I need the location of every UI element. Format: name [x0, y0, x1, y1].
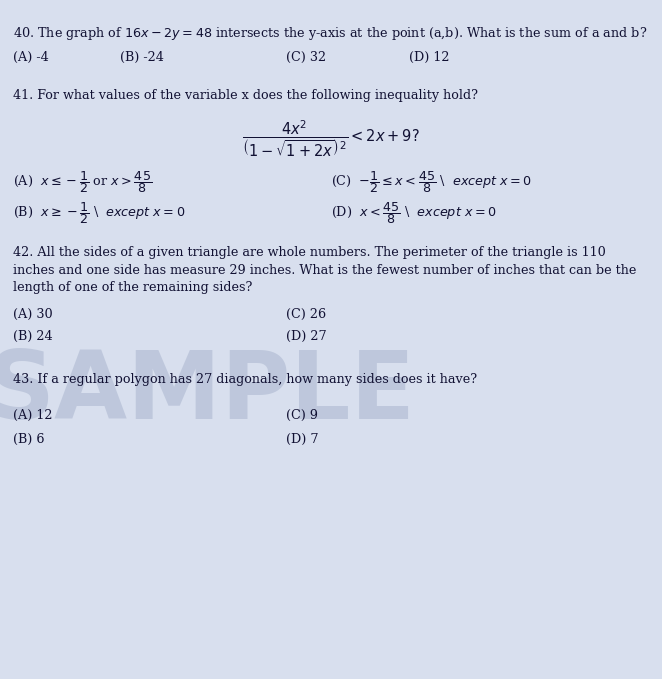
Text: SAMPLE: SAMPLE [0, 347, 416, 439]
Text: (D) 27: (D) 27 [285, 329, 326, 342]
Text: 42. All the sides of a given triangle are whole numbers. The perimeter of the tr: 42. All the sides of a given triangle ar… [13, 246, 636, 294]
Text: (C) 9: (C) 9 [285, 409, 318, 422]
Text: $\dfrac{4x^2}{\left(1-\sqrt{1+2x}\right)^2} < 2x+9?$: $\dfrac{4x^2}{\left(1-\sqrt{1+2x}\right)… [242, 119, 420, 159]
Text: (A) 30: (A) 30 [13, 308, 53, 320]
Text: (D)  $x < \dfrac{45}{8}$ \  $\mathit{except}\ x = 0$: (D) $x < \dfrac{45}{8}$ \ $\mathit{excep… [331, 200, 496, 225]
Text: (A) 12: (A) 12 [13, 409, 52, 422]
Text: 40. The graph of $16x - 2y = 48$ intersects the y-axis at the point (a,b). What : 40. The graph of $16x - 2y = 48$ interse… [13, 25, 647, 42]
Text: (C) 26: (C) 26 [285, 308, 326, 320]
Text: (C)  $-\dfrac{1}{2} \leq x < \dfrac{45}{8}$ \  $\mathit{except}\ x = 0$: (C) $-\dfrac{1}{2} \leq x < \dfrac{45}{8… [331, 169, 532, 195]
Text: (C) 32: (C) 32 [285, 52, 326, 65]
Text: (A) -4: (A) -4 [13, 52, 49, 65]
Text: (B) -24: (B) -24 [120, 52, 164, 65]
Text: (A)  $x \leq -\dfrac{1}{2}$ or $x > \dfrac{45}{8}$: (A) $x \leq -\dfrac{1}{2}$ or $x > \dfra… [13, 169, 152, 195]
Text: 43. If a regular polygon has 27 diagonals, how many sides does it have?: 43. If a regular polygon has 27 diagonal… [13, 373, 477, 386]
Text: (B) 6: (B) 6 [13, 433, 44, 445]
Text: (D) 7: (D) 7 [285, 433, 318, 445]
Text: (D) 12: (D) 12 [409, 52, 449, 65]
Text: (B)  $x \geq -\dfrac{1}{2}$ \  $\mathit{except}\ x = 0$: (B) $x \geq -\dfrac{1}{2}$ \ $\mathit{ex… [13, 200, 185, 225]
Text: 41. For what values of the variable x does the following inequality hold?: 41. For what values of the variable x do… [13, 89, 478, 102]
Text: (B) 24: (B) 24 [13, 329, 53, 342]
